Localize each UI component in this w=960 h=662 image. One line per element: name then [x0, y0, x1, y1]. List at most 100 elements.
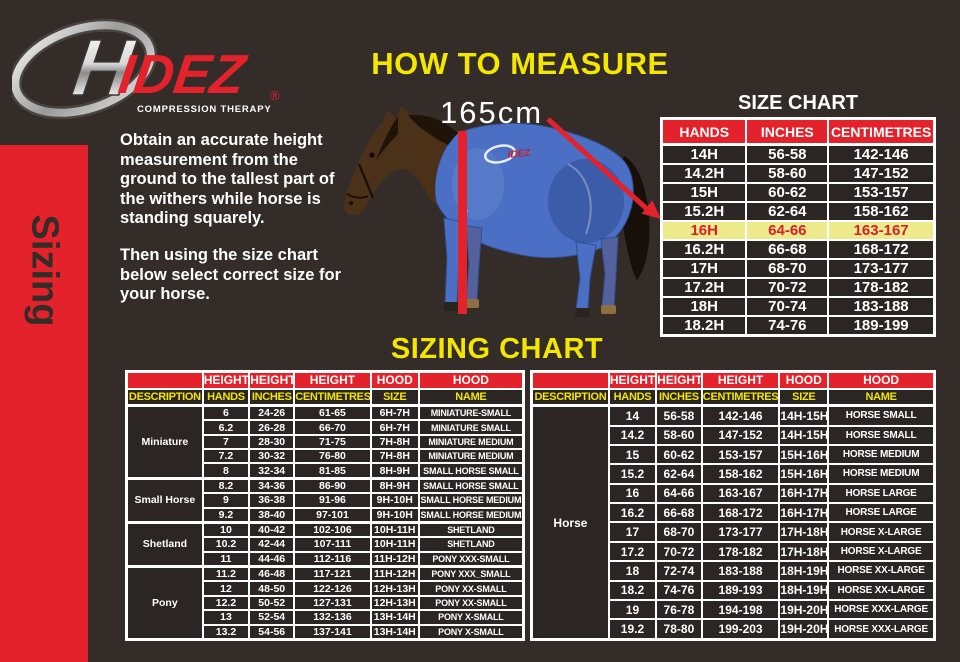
- table-row: 10.2 42-44 107-111 10H-11H SHETLAND: [127, 536, 525, 553]
- table-cell: 12.2: [201, 594, 251, 612]
- table-cell: 194-198: [700, 598, 781, 621]
- table-row: 7 28-30 71-75 7H-8H MINIATURE MEDIUM: [127, 433, 525, 451]
- table-cell: 18H-19H: [778, 579, 830, 602]
- table-cell: 14H: [660, 143, 748, 165]
- table-row: Small Horse 8.2 34-36 86-90 8H-9H SMALL HORSE…: [125, 476, 525, 524]
- table-row: 9 36-38 91-96 9H-10H SMALL HORSE MEDIUM: [127, 492, 525, 509]
- table-row: 12.2 50-52 127-131 12H-13H PONY XX-SMALL: [127, 594, 525, 612]
- table-cell: 112-116: [293, 550, 372, 568]
- table-cell: 17.2: [607, 540, 658, 563]
- table-cell: 7H-8H: [369, 448, 420, 465]
- table-cell: 199-203: [700, 618, 781, 641]
- table-cell: 17H-18H: [778, 540, 830, 563]
- table-cell: HORSE X-LARGE: [827, 540, 936, 563]
- table-row: Miniature 6 24-26 61-65 6H-7H MINIATURE-SMALL: [125, 404, 525, 480]
- table-cell: 16.2: [607, 502, 658, 524]
- table-cell: 38-40: [248, 506, 296, 524]
- table-row: 16 64-66 163-167 16H-17H HORSE LARGE: [532, 482, 936, 505]
- table-cell: 16H-17H: [778, 482, 830, 505]
- table-row: 15.2 62-64 158-162 15H-16H HORSE MEDIUM: [532, 463, 936, 485]
- table-cell: 70-72: [745, 277, 830, 298]
- table-cell: 183-188: [827, 296, 936, 317]
- table-cell: 13.2: [201, 623, 251, 641]
- table-cell: 132-136: [293, 609, 372, 626]
- table-row: 15 60-62 153-157 15H-16H HORSE MEDIUM: [532, 443, 936, 466]
- table-cell: 13H-14H: [369, 623, 420, 641]
- measurement-value-label: 165cm: [440, 95, 544, 130]
- table-cell: HORSE SMALL: [827, 404, 936, 427]
- column-header: SIZE: [369, 387, 420, 407]
- column-header: HANDS: [201, 387, 251, 407]
- table-cell: 13: [201, 609, 251, 626]
- logo-swoosh-icon: [12, 18, 158, 120]
- table-cell: 68-70: [655, 521, 703, 543]
- table-cell: 16.2H: [660, 239, 748, 260]
- table-row: 17.2 70-72 178-182 17H-18H HORSE X-LARGE: [532, 540, 936, 563]
- table-cell: 117-121: [293, 565, 372, 583]
- table-cell: 153-157: [827, 182, 936, 203]
- table-cell: 18: [607, 560, 658, 582]
- table-cell: 52-54: [248, 609, 296, 626]
- table-cell: 9: [201, 492, 251, 509]
- table-cell: 81-85: [293, 462, 372, 480]
- table-row: 18.2 74-76 189-193 18H-19H HORSE XX-LARGE: [532, 579, 936, 602]
- column-header: CENTIMETRES: [827, 117, 936, 146]
- table-cell: 18H: [660, 296, 748, 317]
- table-cell: PONY X-SMALL: [417, 623, 525, 641]
- table-cell: PONY XX-SMALL: [417, 594, 525, 612]
- table-cell: 60-62: [745, 182, 830, 203]
- table-cell: 19: [607, 598, 658, 621]
- column-header: HOOD: [417, 370, 525, 390]
- table-cell: PONY XX-SMALL: [417, 580, 525, 597]
- table-cell: 173-177: [700, 521, 781, 543]
- intro-paragraph-2: Then using the size chart below select c…: [120, 246, 342, 304]
- table-cell: 10H-11H: [369, 520, 420, 539]
- table-cell: 54-56: [248, 623, 296, 641]
- table-cell: 158-162: [827, 201, 936, 222]
- table-cell: MINIATURE-SMALL: [417, 404, 525, 422]
- table-row: 9.2 38-40 97-101 9H-10H SMALL HORSE MEDIUM: [127, 506, 525, 524]
- table-cell: 15H-16H: [778, 463, 830, 485]
- table-cell: 11: [201, 550, 251, 568]
- table-cell: 9H-10H: [369, 506, 420, 524]
- table-cell: 14.2: [607, 424, 658, 446]
- table-cell: 142-146: [827, 143, 936, 165]
- table-cell: HORSE LARGE: [827, 502, 936, 524]
- table-row: 16.2H 66-68 168-172: [660, 239, 936, 260]
- table-cell: SMALL HORSE SMALL: [417, 462, 525, 480]
- table-row: Shetland 10 40-42 102-106 10H-11H SHETLAND: [125, 520, 525, 568]
- table-row: 19 76-78 194-198 19H-20H HORSE XXX-LARGE: [532, 598, 936, 621]
- table-cell: 17: [607, 521, 658, 543]
- table-cell: 16H-17H: [778, 502, 830, 524]
- table-cell: 17H: [660, 258, 748, 279]
- table-cell: 178-182: [827, 277, 936, 298]
- table-cell: 58-60: [655, 424, 703, 446]
- horse-illustration: IDEZ: [344, 106, 650, 317]
- sizing-chart-title: SIZING CHART: [390, 333, 604, 365]
- description-cell: Shetland: [125, 520, 204, 568]
- table-cell: 17H-18H: [778, 521, 830, 543]
- table-cell: 56-58: [745, 143, 830, 165]
- table-cell: 15H: [660, 182, 748, 203]
- sidebar-label: Sizing: [23, 214, 66, 326]
- table-cell: MINIATURE MEDIUM: [417, 448, 525, 465]
- how-to-measure-title: HOW TO MEASURE: [371, 46, 669, 81]
- sizing-table-horse: HEIGHT HEIGHT HEIGHT HOOD HOOD DESCRIPTION HAN…: [530, 370, 936, 641]
- table-cell: 58-60: [745, 163, 830, 184]
- table-row: 16.2 66-68 168-172 16H-17H HORSE LARGE: [532, 502, 936, 524]
- table-cell: 163-167: [827, 220, 936, 241]
- column-header: HEIGHT: [293, 370, 372, 390]
- header-row: HEIGHT HEIGHT HEIGHT HOOD HOOD: [125, 370, 525, 390]
- table-cell: 18.2H: [660, 315, 748, 337]
- table-cell: SHETLAND: [417, 536, 525, 553]
- table-row: 13.2 54-56 137-141 13H-14H PONY X-SMALL: [127, 623, 525, 641]
- table-cell: 78-80: [655, 618, 703, 641]
- table-cell: 74-76: [655, 579, 703, 602]
- table-cell: 34-36: [248, 476, 296, 495]
- column-header: CENTIMETRES: [293, 387, 372, 407]
- table-cell: 64-66: [655, 482, 703, 505]
- table-row: 11 44-46 112-116 11H-12H PONY XXX-SMALL: [127, 550, 525, 568]
- table-row: 8 32-34 81-85 8H-9H SMALL HORSE SMALL: [127, 462, 525, 480]
- table-cell: PONY X-SMALL: [417, 609, 525, 626]
